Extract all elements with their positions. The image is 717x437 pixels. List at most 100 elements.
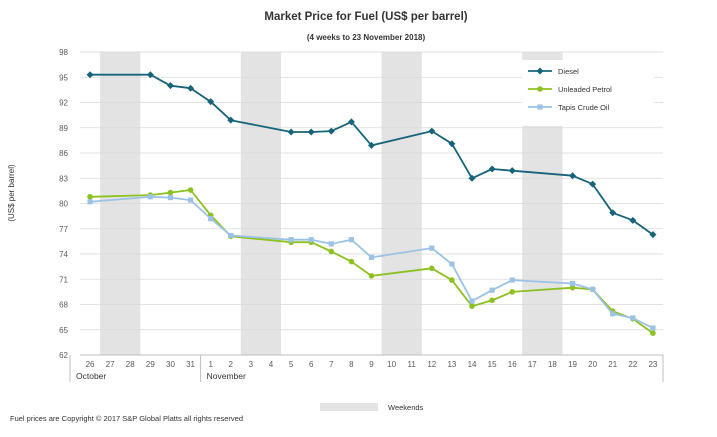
- legend-label: Diesel: [558, 67, 579, 76]
- data-point: [287, 128, 295, 136]
- legend-label: Unleaded Petrol: [558, 85, 612, 94]
- data-point: [87, 199, 93, 205]
- data-point: [569, 172, 577, 180]
- data-point: [328, 241, 334, 247]
- data-point: [167, 195, 174, 201]
- data-point: [428, 127, 436, 135]
- chart-subtitle: (4 weeks to 23 November 2018): [307, 33, 426, 42]
- data-point: [347, 118, 355, 126]
- data-point: [147, 194, 153, 200]
- y-tick-label: 62: [59, 351, 68, 360]
- data-point: [489, 297, 495, 304]
- x-tick-label: 12: [427, 360, 436, 369]
- legend-label: Tapis Crude Oil: [558, 103, 610, 112]
- data-point: [207, 98, 215, 106]
- x-tick-label: 31: [186, 360, 195, 369]
- data-point: [348, 237, 354, 243]
- data-point: [589, 180, 597, 188]
- x-tick-label: 16: [508, 360, 517, 369]
- data-point: [449, 277, 455, 283]
- data-point: [509, 277, 515, 283]
- data-point: [146, 71, 154, 79]
- copyright-footer: Fuel prices are Copyright © 2017 S&P Glo…: [10, 414, 243, 423]
- month-label: October: [76, 371, 106, 381]
- data-point: [609, 209, 617, 217]
- data-point: [650, 325, 656, 331]
- data-point: [569, 280, 576, 287]
- chart-title: Market Price for Fuel (US$ per barrel): [264, 11, 467, 23]
- x-tick-label: 18: [548, 360, 557, 369]
- legend: Diesel Unleaded Petrol Tapis Crude Oil Week…: [320, 60, 654, 412]
- data-point: [208, 216, 214, 222]
- data-point: [166, 82, 174, 90]
- y-tick-label: 71: [59, 275, 68, 284]
- legend-marker: [537, 104, 543, 110]
- data-point: [590, 286, 596, 292]
- x-tick-label: 5: [289, 360, 294, 369]
- x-tick-label: 13: [447, 360, 456, 369]
- data-point: [228, 232, 234, 239]
- x-tick-label: 30: [166, 360, 175, 369]
- data-point: [429, 245, 435, 251]
- data-point: [227, 116, 235, 124]
- y-tick-label: 86: [59, 149, 68, 158]
- data-point: [489, 287, 495, 293]
- data-point: [187, 84, 195, 92]
- x-tick-label: 8: [349, 360, 354, 369]
- x-tick-label: 29: [146, 360, 155, 369]
- legend-marker: [537, 86, 543, 92]
- x-tick-label: 14: [468, 360, 477, 369]
- weekend-legend-label: Weekends: [388, 403, 424, 412]
- data-point: [368, 273, 375, 279]
- x-tick-label: 22: [628, 360, 637, 369]
- data-point: [509, 289, 516, 295]
- x-tick-label: 19: [568, 360, 577, 369]
- series-lines: [86, 71, 657, 336]
- data-point: [167, 189, 174, 196]
- data-point: [187, 187, 194, 193]
- data-point: [488, 165, 496, 173]
- y-tick-label: 92: [59, 99, 68, 108]
- data-point: [328, 248, 335, 255]
- weekend-legend-swatch: [320, 403, 378, 411]
- month-label: November: [207, 371, 246, 381]
- data-point: [650, 330, 656, 336]
- x-tick-label: 6: [309, 360, 314, 369]
- x-tick-label: 15: [488, 360, 497, 369]
- data-point: [288, 237, 294, 243]
- data-point: [368, 141, 375, 149]
- x-tick-label: 3: [249, 360, 254, 369]
- x-tick-label: 21: [608, 360, 617, 369]
- data-point: [308, 237, 314, 243]
- data-point: [348, 258, 355, 265]
- data-point: [630, 315, 636, 321]
- data-point: [449, 261, 455, 267]
- data-point: [187, 197, 194, 203]
- x-tick-label: 1: [208, 360, 213, 369]
- x-tick-label: 17: [528, 360, 537, 369]
- y-tick-label: 80: [59, 200, 68, 209]
- y-tick-label: 77: [59, 225, 68, 234]
- data-point: [469, 303, 475, 309]
- data-point: [569, 284, 576, 291]
- x-tick-label: 9: [369, 360, 374, 369]
- legend-marker: [536, 67, 544, 75]
- x-tick-label: 11: [408, 360, 417, 369]
- y-tick-label: 74: [59, 250, 68, 259]
- x-tick-label: 20: [588, 360, 597, 369]
- data-point: [649, 231, 657, 239]
- y-tick-label: 68: [59, 301, 68, 310]
- y-tick-label: 95: [59, 73, 68, 82]
- data-point: [448, 140, 456, 148]
- y-tick-label: 89: [59, 124, 68, 133]
- x-tick-label: 4: [269, 360, 274, 369]
- data-point: [629, 216, 637, 224]
- series-line-tapis-crude-oil: [90, 195, 654, 329]
- data-point: [429, 265, 435, 272]
- data-point: [327, 127, 335, 135]
- x-tick-label: 2: [229, 360, 234, 369]
- y-tick-label: 65: [59, 326, 68, 335]
- data-point: [610, 311, 616, 317]
